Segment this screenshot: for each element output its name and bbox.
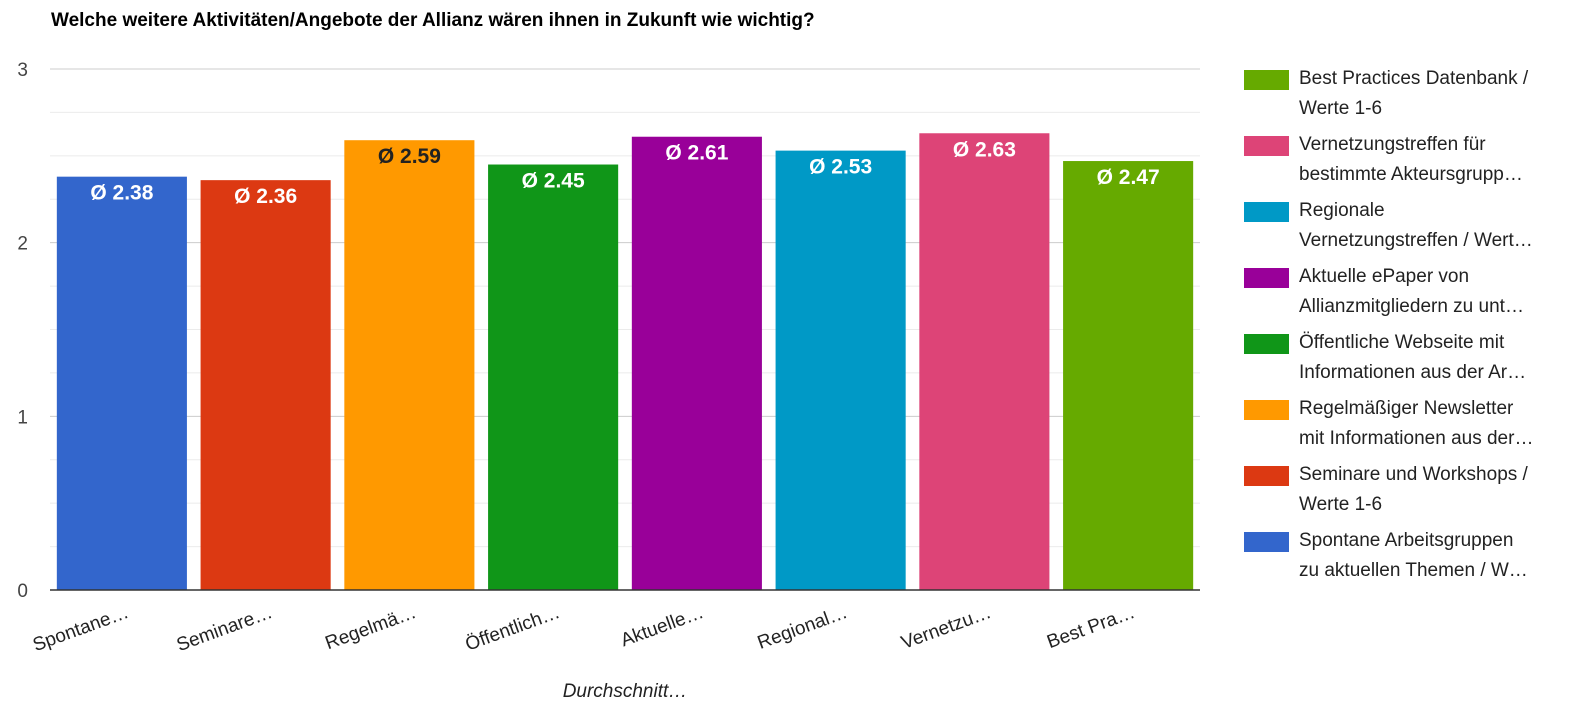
legend-label-line1: Regelmäßiger Newsletter: [1299, 398, 1514, 419]
data-label: Ø 2.38: [90, 182, 153, 205]
x-tick-label: Regelmä…: [323, 602, 419, 654]
data-label: Ø 2.45: [522, 170, 585, 193]
bar: [488, 164, 619, 590]
legend-label: Vernetzungstreffen für bestimmte Akteursg…: [1299, 130, 1589, 190]
legend-swatch: [1244, 532, 1289, 552]
legend-item: Best Practices Datenbank / Werte 1-6: [1244, 64, 1589, 130]
legend-item: Aktuelle ePaper von Allianzmitgliedern zu…: [1244, 262, 1589, 328]
y-tick-label: 0: [17, 581, 28, 602]
legend-label-line1: Seminare und Workshops /: [1299, 464, 1528, 485]
x-axis-title: Durchschnitt…: [563, 681, 688, 702]
legend-swatch: [1244, 136, 1289, 156]
legend-label-line2: zu aktuellen Themen / W…: [1299, 560, 1528, 581]
bar: [200, 180, 331, 590]
y-tick-label: 3: [17, 60, 28, 81]
bar: [919, 133, 1050, 591]
legend-label-line1: Aktuelle ePaper von: [1299, 266, 1470, 287]
legend-label-line2: Werte 1-6: [1299, 98, 1383, 119]
legend-label-line1: Best Practices Datenbank /: [1299, 68, 1529, 89]
legend-label-line2: Informationen aus der Ar…: [1299, 362, 1527, 383]
legend-item: Öffentliche Webseite mit Informationen au…: [1244, 328, 1589, 394]
legend-label-line1: Spontane Arbeitsgruppen: [1299, 530, 1514, 551]
legend-swatch: [1244, 70, 1289, 90]
data-label: Ø 2.53: [809, 156, 872, 179]
y-tick-label: 1: [17, 407, 28, 428]
y-tick-label: 2: [17, 234, 28, 255]
chart-title: Welche weitere Aktivitäten/Angebote der …: [51, 10, 815, 31]
x-tick-label: Aktuelle…: [618, 602, 707, 651]
legend-swatch: [1244, 202, 1289, 222]
legend-swatch: [1244, 466, 1289, 486]
x-tick-label: Best Pra…: [1044, 602, 1138, 653]
bar: [775, 150, 906, 590]
legend-label-line2: Werte 1-6: [1299, 494, 1383, 515]
data-label: Ø 2.63: [953, 138, 1016, 161]
bar: [1063, 161, 1194, 590]
legend-label: Regelmäßiger Newsletter mit Informationen…: [1299, 394, 1589, 454]
legend-label: Aktuelle ePaper von Allianzmitgliedern zu…: [1299, 262, 1589, 322]
legend-label: Best Practices Datenbank / Werte 1-6: [1299, 64, 1589, 124]
x-tick-label: Spontane…: [30, 602, 131, 656]
legend-item: Regelmäßiger Newsletter mit Informationen…: [1244, 394, 1589, 460]
legend-label: Spontane Arbeitsgruppen zu aktuellen Them…: [1299, 526, 1589, 586]
legend-label-line2: Allianzmitgliedern zu unt…: [1299, 296, 1524, 317]
x-tick-label: Seminare…: [174, 602, 275, 656]
x-tick-label: Regional…: [755, 602, 851, 654]
legend-label-line2: Vernetzungstreffen / Wert…: [1299, 230, 1533, 251]
x-tick-label: Vernetzu…: [899, 602, 995, 654]
legend-item: Seminare und Workshops / Werte 1-6: [1244, 460, 1589, 526]
legend-label-line2: mit Informationen aus der…: [1299, 428, 1534, 449]
legend-item: Regionale Vernetzungstreffen / Wert…: [1244, 196, 1589, 262]
data-label: Ø 2.36: [234, 185, 297, 208]
legend-label-line1: Vernetzungstreffen für: [1299, 134, 1486, 155]
legend-swatch: [1244, 268, 1289, 288]
data-label: Ø 2.61: [665, 142, 728, 165]
legend-label: Öffentliche Webseite mit Informationen au…: [1299, 328, 1589, 388]
legend-label-line2: bestimmte Akteursgrupp…: [1299, 164, 1523, 185]
bar-chart: 0 1 2 3 Ø 2.38 Spontane… Ø 2.36 Seminare… Ø 2.59…: [17, 60, 1200, 702]
data-label: Ø 2.59: [378, 145, 441, 168]
legend-swatch: [1244, 400, 1289, 420]
bar: [56, 176, 187, 590]
legend-item: Vernetzungstreffen für bestimmte Akteursg…: [1244, 130, 1589, 196]
bar: [631, 136, 762, 591]
legend-label: Seminare und Workshops / Werte 1-6: [1299, 460, 1589, 520]
data-label: Ø 2.47: [1097, 166, 1160, 189]
legend-label: Regionale Vernetzungstreffen / Wert…: [1299, 196, 1589, 256]
legend-label-line1: Regionale: [1299, 200, 1385, 221]
legend-item: Spontane Arbeitsgruppen zu aktuellen Them…: [1244, 526, 1589, 592]
bar: [344, 140, 475, 590]
legend-swatch: [1244, 334, 1289, 354]
legend: Best Practices Datenbank / Werte 1-6 Verne…: [1244, 64, 1589, 592]
x-tick-label: Öffentlich…: [463, 602, 563, 656]
legend-label-line1: Öffentliche Webseite mit: [1299, 332, 1505, 353]
